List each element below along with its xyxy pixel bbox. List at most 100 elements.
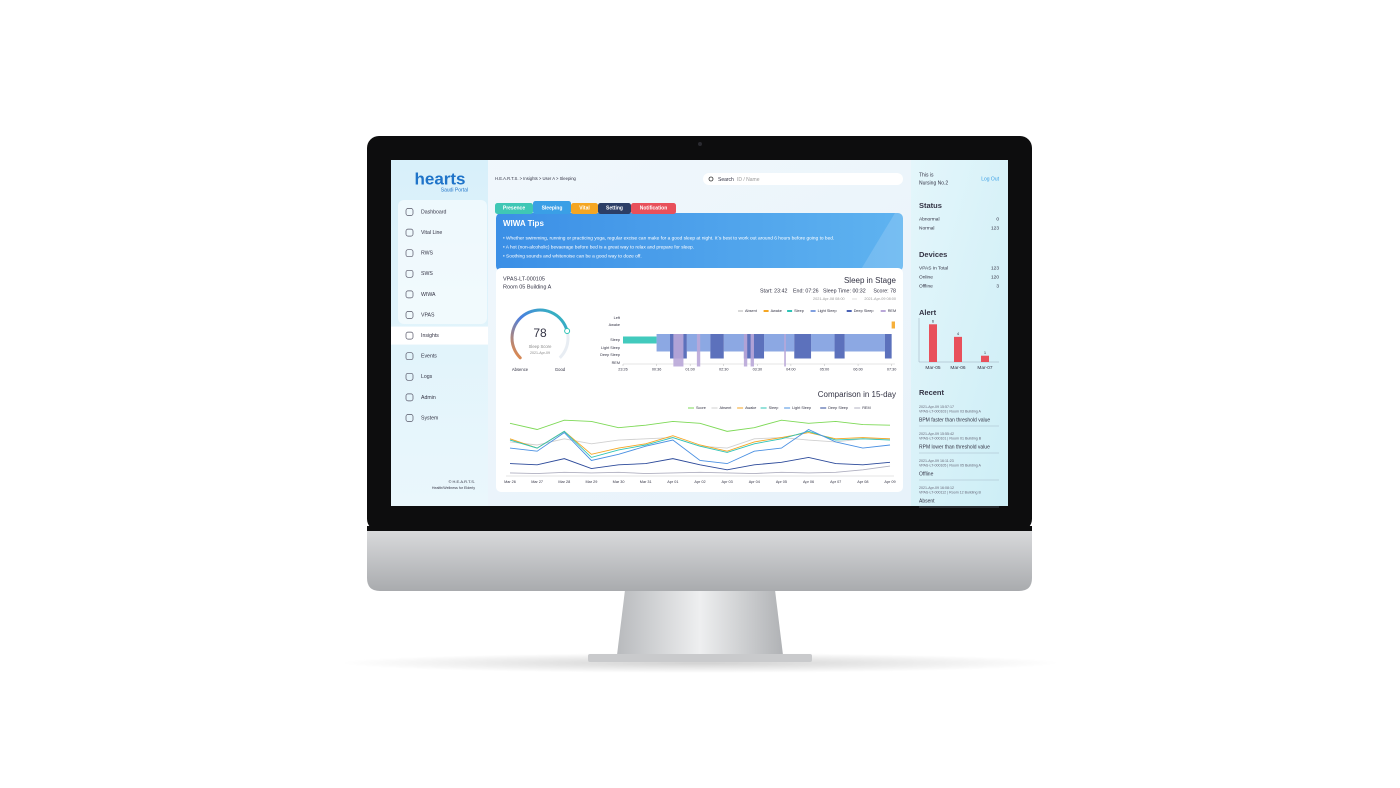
recent-time: 2021-Apr-09 16:11:23 [919,459,954,463]
devices-label: Online [919,274,933,280]
recent-message: Absent [919,498,935,504]
devices-title: Devices [919,250,947,259]
comparison-x-label: Apr 02 [694,480,705,484]
devices-label: Offline [919,283,933,289]
menu-item[interactable]: Admin [421,395,436,401]
summary-end: End: 07:26 [793,288,819,294]
tips-card [496,213,903,271]
alert-bar [954,336,962,362]
tab[interactable] [598,203,631,214]
devices-value: 123 [991,265,999,271]
logout[interactable]: Log Out [981,176,999,182]
menu-icon [405,372,414,381]
tip: • Whether swimming, running or practicin… [503,235,834,241]
stage-tick-label: 01:00 [685,368,695,372]
stage-interval [834,334,845,359]
stage-legend-swatch [846,310,852,312]
stage-interval [794,334,812,359]
logo: hearts [414,169,465,188]
menu-item[interactable]: Logs [421,374,433,380]
gauge-value: 78 [533,326,547,340]
footer-sub: Health/Wellness for Elderly [432,486,475,490]
summary-score: Score: 78 [873,288,896,294]
stage-tick-label: 05:00 [820,368,830,372]
tab[interactable] [571,203,598,214]
stage-tick-label: 06:00 [853,368,863,372]
tab-label: Sleeping [542,205,563,211]
comparison-title: Comparison in 15-day [818,390,896,399]
menu-item[interactable]: Insights [421,333,439,339]
stage-interval [710,334,724,359]
search-box[interactable] [703,173,903,185]
tab[interactable] [631,203,676,214]
comparison-legend-label: Light Sleep [792,406,811,410]
stage-legend-swatch [763,310,769,312]
stage-legend-swatch [810,310,816,312]
shadow [340,653,1060,673]
tab-label: Presence [503,205,525,211]
tab[interactable] [533,201,571,214]
breadcrumb: H.E.A.R.T.S. > Insights > User A > Sleep… [495,176,577,181]
comparison-line [509,465,891,474]
range-to: 2021-Apr-09 08:00 [864,297,896,301]
menu-item[interactable]: Dashboard [421,209,446,215]
stage-interval [723,334,744,352]
comparison-x-label: Apr 09 [884,480,895,484]
stand-base [588,654,812,662]
menu-item[interactable]: WIWA [421,292,436,298]
comparison-line [509,419,891,432]
recent-device: VPAS-LT-000105 | Room 05 Building A [919,463,982,467]
status-title: Status [919,201,942,210]
stage-tick-label: 07:30 [887,368,897,372]
stage-tick-label: 03:30 [753,368,763,372]
stage-legend-label: REM [888,309,896,313]
monitor-bezel-edge [367,526,1032,531]
menu-item[interactable]: Vital Line [421,230,442,236]
menu-item[interactable]: System [421,415,438,421]
comparison-x-label: Mar 28 [558,480,570,484]
tab-label: Notification [640,205,668,211]
menu-icon [405,414,414,422]
menu-item[interactable]: Events [421,354,437,360]
stage-interval [743,334,748,367]
tips-title: WIWA Tips [503,219,544,228]
tab[interactable] [495,203,533,214]
stage-label: Left [614,316,621,320]
stage-legend-swatch [738,310,743,312]
stage-label: REM [612,361,620,365]
status-label: Abnormal [919,216,940,222]
menu-item[interactable]: SWS [421,271,433,277]
range-from: 2021-Apr-08 08:00 [813,297,845,301]
gauge-label: Sleep Score [529,344,552,349]
comparison-x-label: Apr 06 [803,480,814,484]
stage-interval [743,334,765,359]
comparison-x-label: Mar 26 [504,480,516,484]
summary-sleep-time: Sleep Time: 00:32 [823,288,866,294]
tab-label: Setting [606,205,623,211]
stage-legend-label: Absent [745,309,758,313]
menu-item[interactable]: VPAS [421,312,435,318]
comparison-line [509,428,891,465]
device-room: Room 05 Building A [503,284,552,290]
tips-decoration [860,213,903,271]
stage-interval [844,334,885,352]
tab-label: Vital [579,205,590,211]
stage-interval [784,334,786,367]
stage-label: Sleep [610,338,620,342]
menu-icon [405,393,414,402]
camera [698,142,702,146]
alert-value: 4 [957,331,960,336]
sidebar-card [398,200,487,324]
stage-interval [696,334,701,367]
comparison-x-label: Mar 31 [640,480,652,484]
comparison-x-label: Mar 29 [586,480,598,484]
stage-label: Light Sleep [601,346,620,350]
menu-item[interactable]: RWS [421,251,434,257]
comparison-line [509,456,891,471]
menu-icon [405,331,414,340]
gauge-max: Good [555,367,566,372]
recent-time: 2021-Apr-09 16:08:12 [919,486,954,490]
stage-legend-label: Awake [771,309,782,313]
